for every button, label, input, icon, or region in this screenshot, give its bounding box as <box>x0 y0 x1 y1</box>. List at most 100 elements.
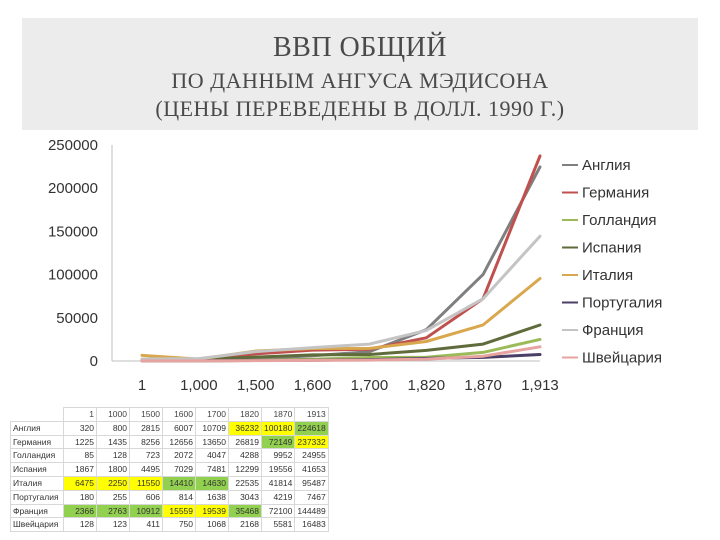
y-tick-label: 100000 <box>48 267 98 284</box>
table-cell: 128 <box>96 448 130 464</box>
table-row-label: Англия <box>10 420 64 436</box>
table-cell: 7029 <box>162 462 196 477</box>
series-line <box>140 345 542 363</box>
table-cell: 2072 <box>162 448 196 464</box>
table-cell: 3043 <box>228 489 262 505</box>
table-cell: 100180 <box>260 420 296 436</box>
table-cell: 12656 <box>162 434 196 450</box>
table-row: Испания 1867 1800 4495 7029 7481 12299 19556 416… <box>10 462 329 477</box>
x-tick-label: 1,600 <box>294 377 332 394</box>
legend-label: Франция <box>582 322 643 339</box>
title-banner: ВВП ОБЩИЙ ПО ДАННЫМ АНГУСА МЭДИСОНА (ЦЕН… <box>22 18 698 130</box>
table-cell: 750 <box>162 517 196 533</box>
table-cell: 13650 <box>195 434 229 450</box>
table-cell: 72100 <box>260 503 296 519</box>
table-cell: 9952 <box>260 448 296 464</box>
table-row: Германия 1225 1435 8256 12656 13650 26819 72149… <box>10 434 329 450</box>
table-cell: 723 <box>129 448 163 464</box>
y-tick-label: 50000 <box>56 310 98 327</box>
table-cell: 224618 <box>294 420 329 436</box>
table-cell: 7467 <box>294 489 329 505</box>
y-tick-label: 200000 <box>48 180 98 197</box>
table-row-label: Испания <box>10 462 64 477</box>
table-row: Голландия 85 128 723 2072 4047 4288 9952 24955 <box>10 448 329 464</box>
table-cell: 22535 <box>228 475 262 491</box>
y-tick-label: 150000 <box>48 223 98 240</box>
table-header-cell: 1500 <box>129 407 163 422</box>
table-cell: 14410 <box>162 475 196 491</box>
table-cell: 41653 <box>294 462 329 477</box>
table-header-cell: 1820 <box>228 407 262 422</box>
legend-label: Швейцария <box>582 350 662 367</box>
table-row-label: Италия <box>10 475 64 491</box>
table-cell: 4288 <box>228 448 262 464</box>
table-cell: 2366 <box>63 503 97 519</box>
table-cell: 255 <box>96 489 130 505</box>
table-cell: 1867 <box>63 462 97 477</box>
x-tick-label: 1,870 <box>464 377 502 394</box>
table-row-label: Германия <box>10 434 64 450</box>
table-cell: 411 <box>129 517 163 533</box>
table-cell: 2763 <box>96 503 130 519</box>
table-cell: 35468 <box>228 503 262 519</box>
series-line <box>140 323 542 361</box>
table-cell: 6475 <box>63 475 97 491</box>
table-cell: 5581 <box>260 517 296 533</box>
table-cell: 1068 <box>195 517 229 533</box>
table-cell: 8256 <box>129 434 163 450</box>
table-cell: 606 <box>129 489 163 505</box>
page-subtitle-line-1: ПО ДАННЫМ АНГУСА МЭДИСОНА <box>171 68 549 93</box>
table-cell: 4047 <box>195 448 229 464</box>
table-row-label: Голландия <box>10 448 64 464</box>
table-cell: 180 <box>63 489 97 505</box>
table-corner <box>11 408 64 422</box>
table-cell: 1435 <box>96 434 130 450</box>
table-header-cell: 1700 <box>195 407 229 422</box>
table-cell: 24955 <box>294 448 329 464</box>
legend-label: Англия <box>582 157 631 174</box>
table-cell: 19539 <box>195 503 229 519</box>
table-cell: 1638 <box>195 489 229 505</box>
legend-label: Голландия <box>582 212 657 229</box>
x-tick-label: 1,000 <box>180 377 218 394</box>
table-cell: 237332 <box>294 434 329 450</box>
table-cell: 41814 <box>260 475 296 491</box>
table-header-cell: 1913 <box>294 407 329 422</box>
series-line <box>140 234 542 361</box>
series-line <box>140 154 542 362</box>
table-cell: 26819 <box>228 434 262 450</box>
table-cell: 36232 <box>228 420 262 436</box>
legend-label: Португалия <box>582 295 662 312</box>
table-cell: 800 <box>96 420 130 436</box>
table-cell: 4495 <box>129 462 163 477</box>
table-cell: 814 <box>162 489 196 505</box>
table-cell: 4219 <box>260 489 296 505</box>
table-row-label: Франция <box>10 503 64 519</box>
x-tick-label: 1,500 <box>237 377 275 394</box>
table-cell: 320 <box>63 420 97 436</box>
table-cell: 12299 <box>228 462 262 477</box>
series-line <box>140 165 542 363</box>
page-subtitle-line-2: (ЦЕНЫ ПЕРЕВЕДЕНЫ В ДОЛЛ. 1990 Г.) <box>155 96 565 121</box>
table-row: Франция 2366 2763 10912 15559 19539 35468 72100… <box>10 503 329 519</box>
table-row-label: Швейцария <box>10 517 64 533</box>
table-row: Швейцария 128 123 411 750 1068 2168 5581 16483 <box>10 517 329 533</box>
table-cell: 85 <box>63 448 97 464</box>
table-header-cell: 1870 <box>260 407 296 422</box>
table-row-label: Португалия <box>10 489 64 505</box>
table-cell: 6007 <box>162 420 196 436</box>
page-title: ВВП ОБЩИЙ <box>272 32 448 63</box>
table-header-cell: 1600 <box>162 407 196 422</box>
table-row: Италия 6475 2250 11550 14410 14630 22535 41814 9… <box>10 475 329 491</box>
gdp-line-chart: 0 50000 100000 150000 200000 250000 1 1,000 1,50… <box>48 137 662 394</box>
table-cell: 7481 <box>195 462 229 477</box>
table-cell: 123 <box>96 517 130 533</box>
table-cell: 10709 <box>195 420 229 436</box>
table-cell: 2168 <box>228 517 262 533</box>
table-header-cell: 1000 <box>96 407 130 422</box>
table-header-cell: 1 <box>63 407 97 422</box>
table-cell: 10912 <box>129 503 163 519</box>
x-tick-label: 1 <box>138 377 146 394</box>
x-tick-label: 1,820 <box>408 377 446 394</box>
table-row: Португалия 180 255 606 814 1638 3043 4219 7467 <box>10 489 329 505</box>
